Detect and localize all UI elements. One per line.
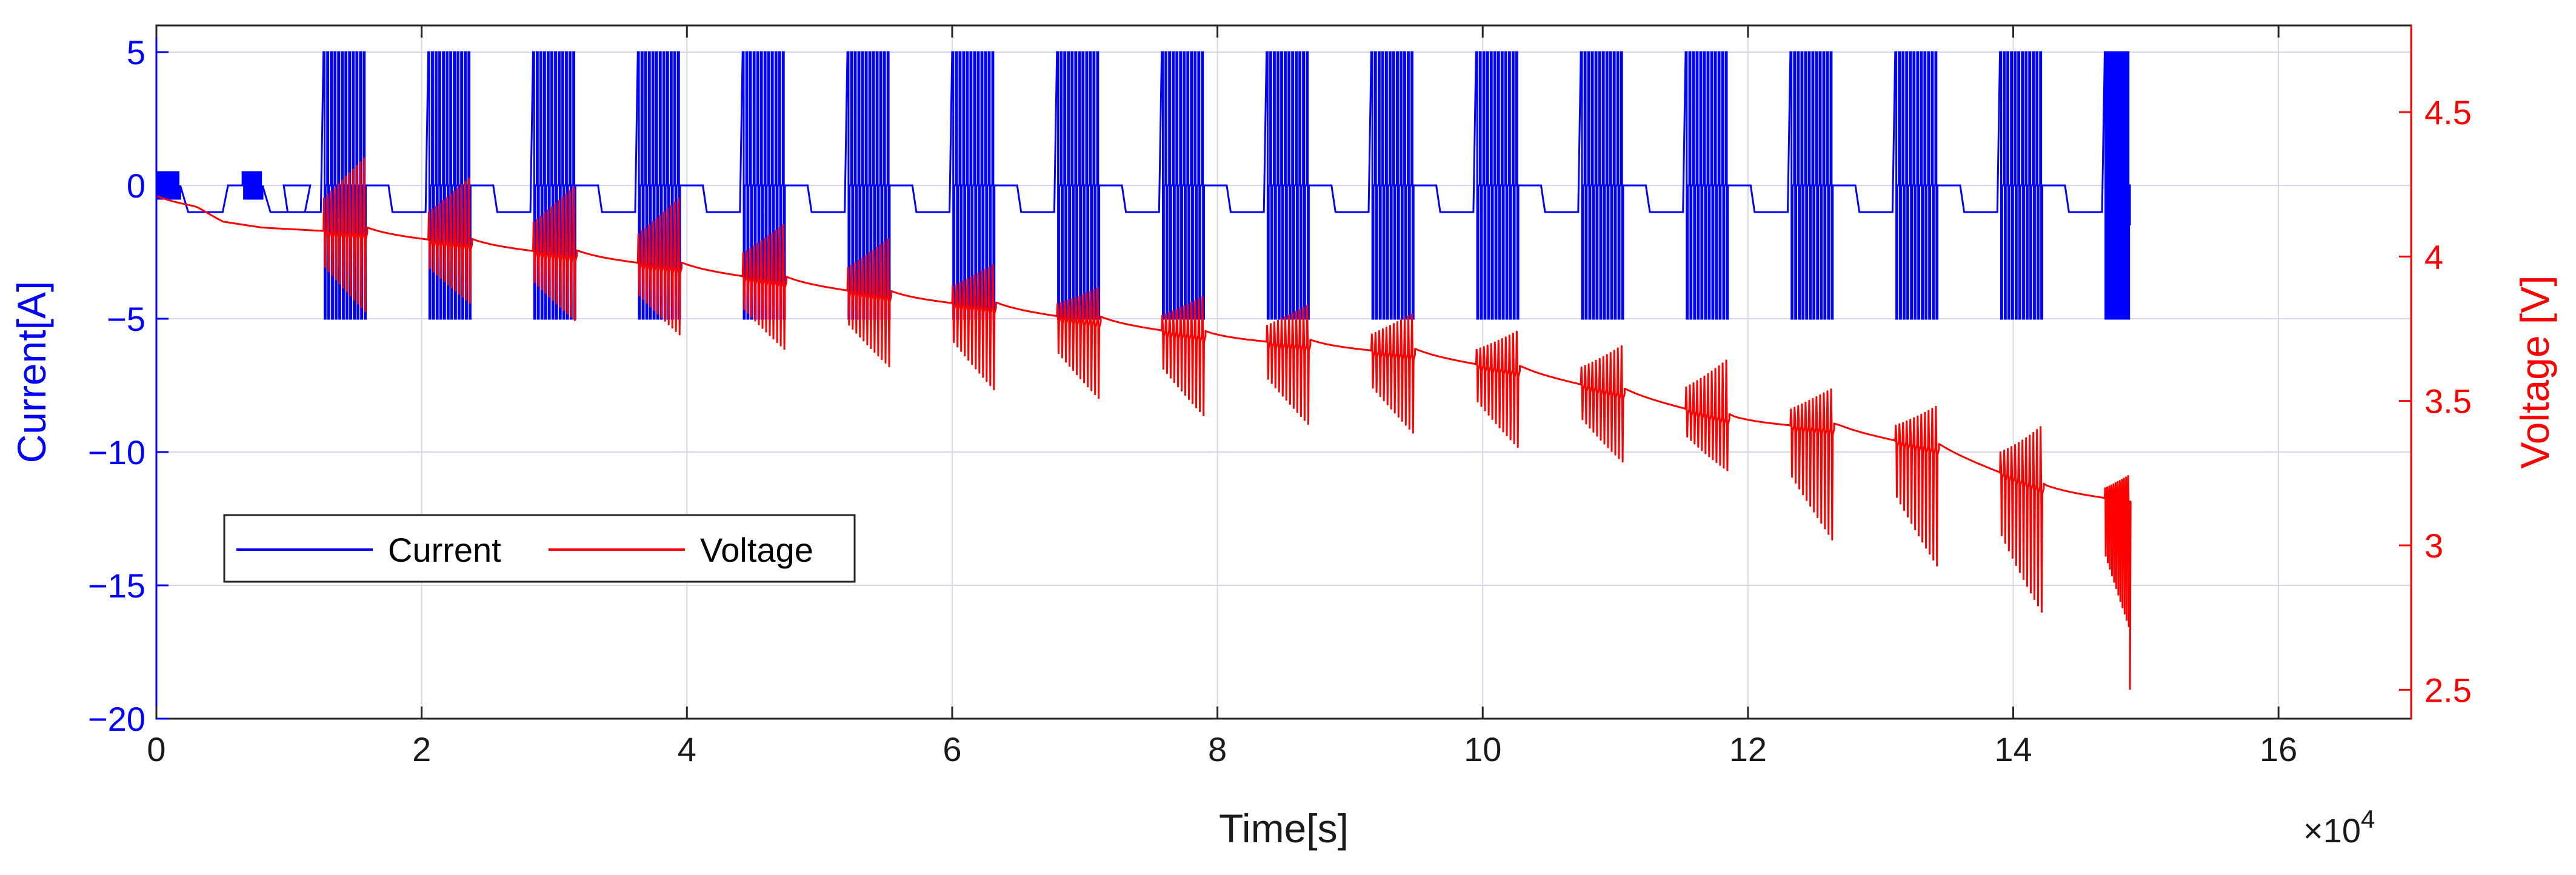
y-right-tick-label: 2.5 (2424, 671, 2472, 709)
x-axis-multiplier: ×104 (2303, 805, 2375, 850)
x-tick-label: 2 (412, 730, 431, 768)
y-left-tick-label: 5 (127, 33, 145, 72)
y-left-tick-label: −5 (107, 300, 145, 338)
series-current (156, 51, 2131, 320)
x-axis-multiplier-exponent: 4 (2361, 805, 2375, 833)
x-tick-label: 10 (1464, 730, 1501, 768)
legend-box (223, 514, 856, 583)
series-voltage (156, 157, 2132, 690)
y-right-tick-label: 3 (2424, 527, 2443, 565)
x-tick-label: 0 (147, 730, 165, 768)
legend-label-voltage: Voltage (700, 531, 813, 569)
y-left-tick-label: −15 (88, 567, 145, 605)
y-right-tick-label: 3.5 (2424, 382, 2472, 421)
x-tick-label: 6 (943, 730, 961, 768)
x-tick-label: 12 (1729, 730, 1767, 768)
y-axis-left-label: Current[A] (9, 281, 54, 464)
x-tick-label: 4 (678, 730, 696, 768)
current-line (156, 51, 2131, 320)
y-left-tick-label: −10 (88, 433, 145, 471)
legend[interactable]: Current Voltage (223, 514, 856, 583)
y-left-tick-label: −20 (88, 700, 145, 738)
y-axis-right-label: Voltage [V] (2512, 275, 2557, 468)
x-tick-label: 8 (1208, 730, 1227, 768)
axis-ticks: 0 2 4 6 8 10 12 14 16 −20 −15 −10 −5 0 5 2.5 3 3.5 4 4.5 (88, 25, 2472, 768)
x-axis-label: Time[s] (1219, 806, 1349, 851)
y-right-tick-label: 4 (2424, 238, 2443, 276)
voltage-line (156, 157, 2132, 690)
x-axis-multiplier-base: ×10 (2303, 811, 2361, 850)
x-tick-label: 16 (2260, 730, 2297, 768)
legend-label-current: Current (388, 531, 501, 569)
y-right-tick-label: 4.5 (2424, 93, 2472, 131)
y-left-tick-label: 0 (127, 167, 145, 205)
x-tick-label: 14 (1994, 730, 2032, 768)
